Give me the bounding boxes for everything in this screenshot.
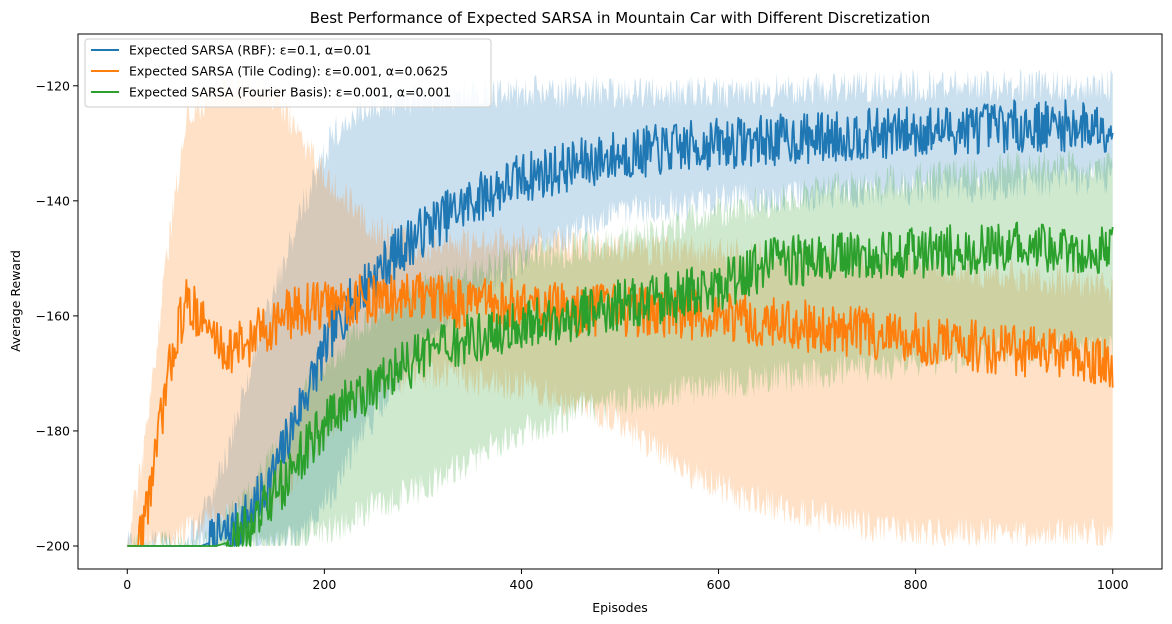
confidence-band-2 [127, 149, 1113, 546]
x-tick-label: 800 [904, 577, 928, 592]
x-tick-label: 600 [707, 577, 731, 592]
axes-frame [77, 33, 1163, 570]
y-axis-ticks: −200 −180 −160 −140 −120 [36, 78, 78, 553]
x-axis-label: Episodes [592, 600, 648, 615]
x-tick-label: 400 [510, 577, 534, 592]
y-tick-label: −140 [36, 193, 70, 208]
x-axis-ticks: 0 200 400 600 800 1000 [123, 569, 1129, 592]
legend-box [84, 38, 492, 108]
y-tick-label: −200 [36, 538, 70, 553]
legend-entry-1: Expected SARSA (Tile Coding): ε=0.001, α… [129, 64, 448, 79]
legend: Expected SARSA (RBF): ε=0.1, α=0.01 Expec… [84, 38, 492, 108]
x-tick-label: 200 [312, 577, 336, 592]
series-line-0 [127, 99, 1114, 547]
y-axis-label: Average Reward [8, 250, 23, 352]
y-tick-label: −160 [36, 308, 70, 323]
y-tick-label: −180 [36, 423, 70, 438]
plot-area [127, 68, 1114, 547]
series-line-2 [127, 221, 1114, 547]
y-tick-label: −120 [36, 78, 70, 93]
confidence-band-0 [127, 68, 1113, 546]
x-tick-label: 0 [123, 577, 131, 592]
legend-entry-0: Expected SARSA (RBF): ε=0.1, α=0.01 [129, 43, 371, 58]
chart-title: Best Performance of Expected SARSA in Mo… [310, 9, 931, 27]
legend-entry-2: Expected SARSA (Fourier Basis): ε=0.001,… [129, 85, 451, 100]
x-tick-label: 1000 [1097, 577, 1129, 592]
